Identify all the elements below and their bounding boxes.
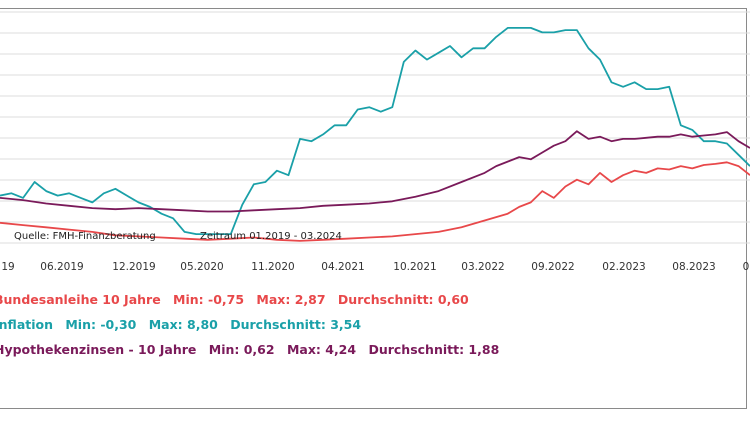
x-tick-label: 11.2020 xyxy=(251,261,294,273)
legend-bundesanleihe: Bundesanleihe 10 Jahre Min: -0,75 Max: 2… xyxy=(0,292,477,307)
source-annotation: Quelle: FMH-Finanzberatung xyxy=(14,231,156,242)
chart-frame xyxy=(0,8,747,409)
x-tick-label: 02.2023 xyxy=(602,261,645,273)
legend-inflation: Inflation Min: -0,30 Max: 8,80 Durchschn… xyxy=(0,317,369,332)
x-tick-label: 03.2022 xyxy=(461,261,504,273)
line-chart: 19 06.2019 12.2019 05.2020 11.2020 04.2021 10.… xyxy=(0,11,750,273)
x-tick-label: 09.2022 xyxy=(531,261,574,273)
series-line-2 xyxy=(0,130,750,213)
legend-series-name: Bundesanleihe 10 Jahre xyxy=(0,292,161,307)
legend-series-name: Hypothekenzinsen - 10 Jahre xyxy=(0,342,197,357)
x-tick-label: 10.2021 xyxy=(393,261,436,273)
legend-hypothekenzinsen: Hypothekenzinsen - 10 Jahre Min: 0,62 Ma… xyxy=(0,342,507,357)
legend-max: Max: 8,80 xyxy=(148,317,218,332)
legend-max: Max: 4,24 xyxy=(286,342,357,357)
legend-series-name: Inflation xyxy=(0,317,53,332)
legend-min: Min: 0,62 xyxy=(208,342,275,357)
legend-min: Min: -0,30 xyxy=(65,317,137,332)
legend-avg: Durchschnitt: 0,60 xyxy=(337,292,469,307)
x-tick-label: 08.2023 xyxy=(672,261,715,273)
x-tick-label: 05.2020 xyxy=(180,261,223,273)
x-tick-label: 12.2019 xyxy=(112,261,155,273)
legend-avg: Durchschnitt: 1,88 xyxy=(368,342,500,357)
period-annotation: Zeitraum 01.2019 - 03.2024 xyxy=(200,231,342,242)
x-tick-label: 19 xyxy=(1,261,14,273)
series-line-1 xyxy=(0,27,750,235)
x-tick-label: 04.2021 xyxy=(321,261,364,273)
series-line-0 xyxy=(0,161,750,242)
legend-min: Min: -0,75 xyxy=(173,292,245,307)
legend-max: Max: 2,87 xyxy=(256,292,326,307)
legend-avg: Durchschnitt: 3,54 xyxy=(230,317,362,332)
x-tick-label: 06.2019 xyxy=(40,261,83,273)
x-tick-label: 0 xyxy=(743,261,750,273)
